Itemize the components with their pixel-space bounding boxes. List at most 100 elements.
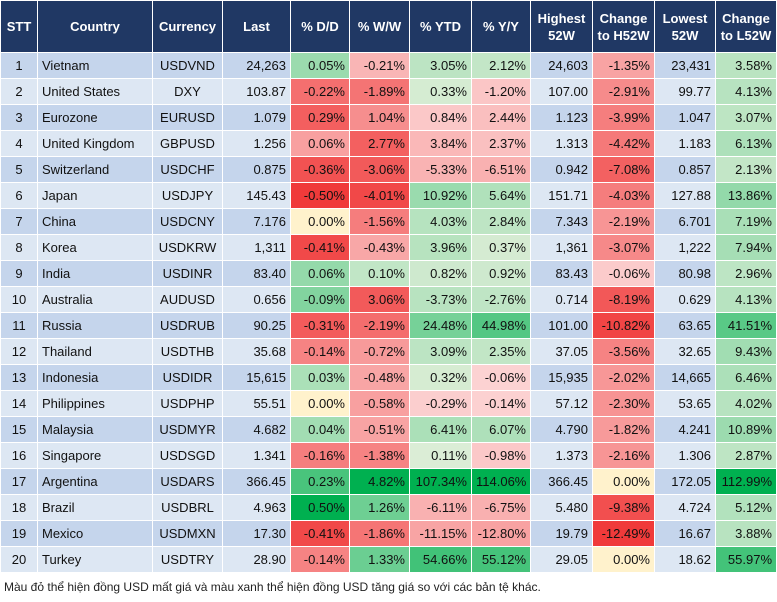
table-cell: -5.33%	[409, 156, 472, 183]
table-cell: 80.98	[654, 260, 716, 287]
table-cell: 18	[0, 494, 38, 521]
table-cell: 10.89%	[715, 416, 777, 443]
table-cell: -10.82%	[592, 312, 655, 339]
table-cell: 23,431	[654, 52, 716, 79]
table-cell: 0.942	[530, 156, 593, 183]
column-header: Currency	[152, 0, 223, 53]
table-cell: -0.58%	[349, 390, 410, 417]
table-row: 17 Argentina USDARS 366.45 0.23% 4.82% 107.34%…	[0, 468, 777, 495]
table-cell: 1	[0, 52, 38, 79]
table-cell: EURUSD	[152, 104, 223, 131]
table-cell: USDPHP	[152, 390, 223, 417]
table-cell: 2.35%	[471, 338, 531, 365]
table-cell: 0.714	[530, 286, 593, 313]
table-body: 1 Vietnam USDVND 24,263 0.05% -0.21% 3.05% 2.12…	[0, 52, 777, 573]
table-cell: 4.03%	[409, 208, 472, 235]
table-row: 20 Turkey USDTRY 28.90 -0.14% 1.33% 54.66% 55.1…	[0, 546, 777, 573]
table-cell: USDTRY	[152, 546, 223, 573]
table-cell: 0.06%	[290, 130, 350, 157]
table-cell: -12.49%	[592, 520, 655, 547]
table-cell: Switzerland	[37, 156, 153, 183]
table-cell: -0.22%	[290, 78, 350, 105]
table-cell: 55.97%	[715, 546, 777, 573]
table-cell: 366.45	[222, 468, 291, 495]
table-cell: 12	[0, 338, 38, 365]
table-cell: USDJPY	[152, 182, 223, 209]
table-cell: 7.343	[530, 208, 593, 235]
table-cell: -2.16%	[592, 442, 655, 469]
table-cell: Korea	[37, 234, 153, 261]
table-cell: 0.23%	[290, 468, 350, 495]
table-cell: 1,311	[222, 234, 291, 261]
table-cell: -1.38%	[349, 442, 410, 469]
table-cell: 3.09%	[409, 338, 472, 365]
table-row: 12 Thailand USDTHB 35.68 -0.14% -0.72% 3.09% 2.…	[0, 338, 777, 365]
table-cell: 0.875	[222, 156, 291, 183]
table-cell: -0.06%	[592, 260, 655, 287]
table-cell: 2.13%	[715, 156, 777, 183]
table-cell: 5.64%	[471, 182, 531, 209]
table-cell: 6.07%	[471, 416, 531, 443]
table-cell: 3.07%	[715, 104, 777, 131]
table-cell: 0.857	[654, 156, 716, 183]
table-cell: 24.48%	[409, 312, 472, 339]
table-cell: DXY	[152, 78, 223, 105]
table-cell: India	[37, 260, 153, 287]
table-cell: 83.40	[222, 260, 291, 287]
table-cell: 57.12	[530, 390, 593, 417]
table-cell: -0.14%	[290, 338, 350, 365]
table-cell: 172.05	[654, 468, 716, 495]
table-row: 10 Australia AUDUSD 0.656 -0.09% 3.06% -3.73% -…	[0, 286, 777, 313]
table-cell: 10	[0, 286, 38, 313]
table-cell: China	[37, 208, 153, 235]
table-cell: United States	[37, 78, 153, 105]
table-cell: 1,361	[530, 234, 593, 261]
table-row: 15 Malaysia USDMYR 4.682 0.04% -0.51% 6.41% 6.0…	[0, 416, 777, 443]
table-cell: -8.19%	[592, 286, 655, 313]
table-cell: 15,935	[530, 364, 593, 391]
table-cell: -0.41%	[290, 234, 350, 261]
table-cell: -4.01%	[349, 182, 410, 209]
table-cell: 0.04%	[290, 416, 350, 443]
table-row: 7 China USDCNY 7.176 0.00% -1.56% 4.03% 2.84% 7.…	[0, 208, 777, 235]
column-header: Country	[37, 0, 153, 53]
table-cell: -4.03%	[592, 182, 655, 209]
table-cell: 14	[0, 390, 38, 417]
table-cell: 1.26%	[349, 494, 410, 521]
table-cell: 3.84%	[409, 130, 472, 157]
table-row: 8 Korea USDKRW 1,311 -0.41% -0.43% 3.96% 0.37% 1…	[0, 234, 777, 261]
table-cell: -0.50%	[290, 182, 350, 209]
table-cell: 1.183	[654, 130, 716, 157]
table-cell: USDSGD	[152, 442, 223, 469]
table-cell: Turkey	[37, 546, 153, 573]
table-cell: 7.176	[222, 208, 291, 235]
table-cell: 107.34%	[409, 468, 472, 495]
table-cell: 99.77	[654, 78, 716, 105]
table-cell: 2.96%	[715, 260, 777, 287]
table-cell: USDRUB	[152, 312, 223, 339]
table-cell: Brazil	[37, 494, 153, 521]
table-cell: 13.86%	[715, 182, 777, 209]
table-cell: 1.306	[654, 442, 716, 469]
table-cell: 0.00%	[290, 208, 350, 235]
table-cell: 4	[0, 130, 38, 157]
table-cell: -6.11%	[409, 494, 472, 521]
table-cell: 55.51	[222, 390, 291, 417]
table-cell: -1.20%	[471, 78, 531, 105]
table-cell: 4.790	[530, 416, 593, 443]
table-cell: 127.88	[654, 182, 716, 209]
table-cell: 1.079	[222, 104, 291, 131]
table-cell: Argentina	[37, 468, 153, 495]
table-cell: 4.02%	[715, 390, 777, 417]
table-cell: 2.37%	[471, 130, 531, 157]
table-cell: -0.14%	[290, 546, 350, 573]
table-cell: Russia	[37, 312, 153, 339]
table-cell: 32.65	[654, 338, 716, 365]
table-cell: 3.58%	[715, 52, 777, 79]
table-cell: 16.67	[654, 520, 716, 547]
table-cell: 41.51%	[715, 312, 777, 339]
table-cell: 145.43	[222, 182, 291, 209]
table-cell: -0.29%	[409, 390, 472, 417]
table-cell: 0.82%	[409, 260, 472, 287]
